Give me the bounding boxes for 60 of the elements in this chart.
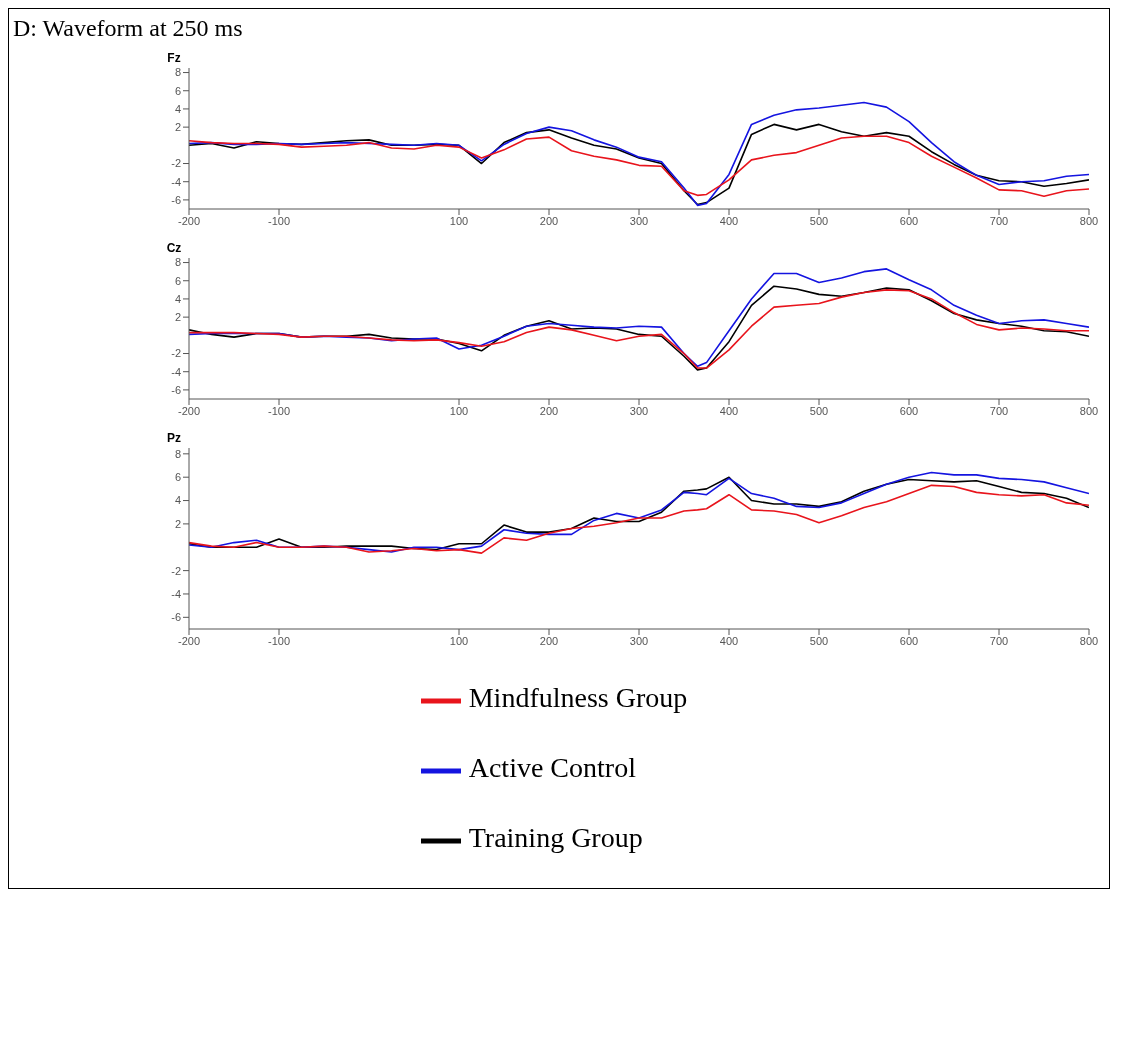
x-tick-label: 700	[989, 404, 1009, 417]
x-tick-label: 300	[629, 214, 649, 227]
y-tick-label: -6	[171, 193, 181, 206]
x-tick-label: 100	[449, 404, 469, 417]
y-tick-label: 6	[174, 471, 181, 484]
y-tick-label: 8	[174, 66, 181, 79]
x-tick-label: 100	[449, 634, 469, 647]
x-tick-label: 500	[809, 404, 829, 417]
y-axis-title: Pz	[166, 431, 182, 445]
legend-label: Training Group	[468, 822, 643, 853]
y-tick-label: 4	[174, 102, 181, 115]
x-tick-label: 300	[629, 404, 649, 417]
y-tick-label: -4	[171, 365, 181, 378]
x-tick-label: 600	[899, 404, 919, 417]
y-tick-label: -2	[171, 157, 181, 170]
x-tick-label: 200	[539, 404, 559, 417]
legend-label: Mindfulness Group	[468, 682, 688, 713]
y-tick-label: 2	[174, 311, 181, 324]
x-tick-label: 300	[629, 634, 649, 647]
x-tick-label: 200	[539, 214, 559, 227]
y-tick-label: -6	[171, 383, 181, 396]
chart-title: D: Waveform at 250 ms	[12, 14, 244, 43]
line-series	[189, 135, 1089, 198]
x-tick-label: 400	[719, 404, 739, 417]
x-tick-label: -100	[267, 214, 291, 227]
y-tick-label: 2	[174, 517, 181, 530]
y-axis-title: Cz	[166, 241, 182, 255]
y-tick-label: -4	[171, 587, 181, 600]
y-tick-label: 2	[174, 121, 181, 134]
y-tick-label: 8	[174, 256, 181, 269]
y-tick-label: 8	[174, 447, 181, 460]
x-tick-label: 600	[899, 634, 919, 647]
x-tick-label: 200	[539, 634, 559, 647]
x-tick-label: 700	[989, 214, 1009, 227]
x-tick-label: 600	[899, 214, 919, 227]
x-tick-label: 800	[1079, 214, 1099, 227]
y-tick-label: -2	[171, 347, 181, 360]
x-tick-label: -200	[177, 634, 201, 647]
x-tick-label: 800	[1079, 634, 1099, 647]
x-tick-label: 400	[719, 214, 739, 227]
x-tick-label: -200	[177, 214, 201, 227]
y-tick-label: -2	[171, 564, 181, 577]
x-tick-label: 500	[809, 214, 829, 227]
y-tick-label: -6	[171, 611, 181, 624]
y-tick-label: -4	[171, 175, 181, 188]
y-tick-label: 4	[174, 292, 181, 305]
x-tick-label: -100	[267, 404, 291, 417]
x-tick-label: 500	[809, 634, 829, 647]
x-tick-label: 800	[1079, 404, 1099, 417]
line-series	[189, 123, 1089, 206]
y-axis-title: Fz	[167, 51, 181, 65]
x-tick-label: 700	[989, 634, 1009, 647]
legend-label: Active Control	[468, 752, 636, 783]
y-tick-label: 6	[174, 84, 181, 97]
x-tick-label: 100	[449, 214, 469, 227]
x-tick-label: -100	[267, 634, 291, 647]
y-tick-label: 6	[174, 274, 181, 287]
x-tick-label: -200	[177, 404, 201, 417]
x-tick-label: 400	[719, 634, 739, 647]
y-tick-label: 4	[174, 494, 181, 507]
